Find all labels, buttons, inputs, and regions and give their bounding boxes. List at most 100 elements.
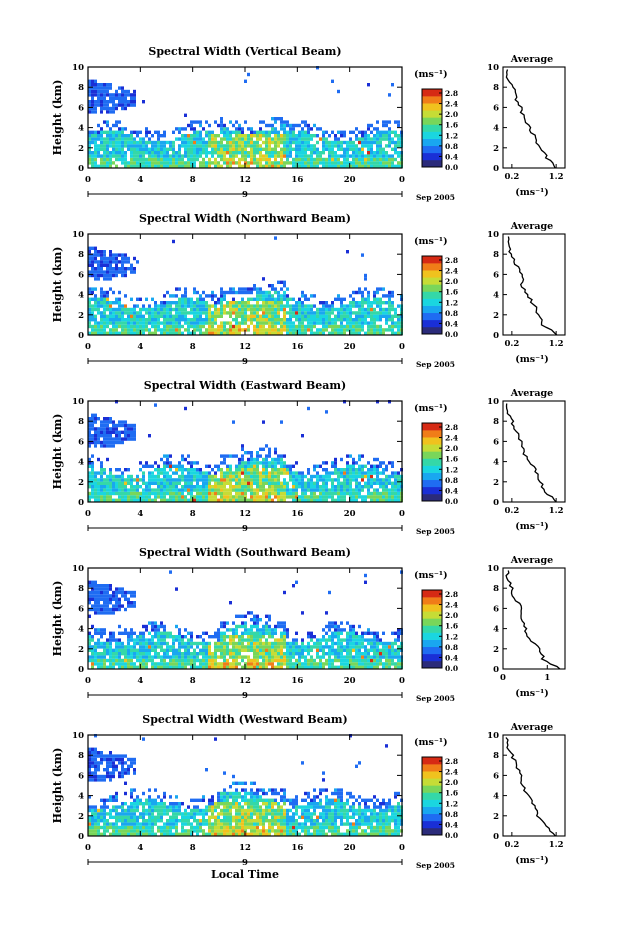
heatmap-cell: [274, 157, 277, 162]
heatmap-cell: [334, 624, 337, 629]
heatmap-cell: [226, 621, 229, 625]
heatmap-cell: [88, 144, 91, 148]
heatmap-cell: [208, 474, 211, 479]
heatmap-cell: [109, 652, 112, 656]
heatmap-cell: [214, 641, 217, 646]
heatmap-cell: [199, 474, 202, 479]
heatmap-cell: [220, 648, 223, 652]
heatmap-cell: [277, 164, 280, 168]
heatmap-cell: [196, 307, 199, 312]
heatmap-cell: [262, 318, 265, 322]
heatmap-cell: [271, 645, 274, 649]
heatmap-cell: [124, 154, 127, 158]
heatmap-cell: [265, 478, 268, 482]
heatmap-cell: [127, 89, 130, 94]
heatmap-cell: [115, 488, 118, 492]
heatmap-cell: [232, 420, 235, 424]
heatmap-cell: [184, 164, 187, 168]
heatmap-cell: [388, 652, 391, 656]
heatmap-cell: [352, 151, 355, 155]
heatmap-cell: [241, 655, 244, 659]
heatmap-cell: [118, 253, 121, 257]
heatmap-cell: [124, 655, 127, 659]
heatmap-cell: [121, 96, 124, 100]
heatmap-cell: [286, 488, 289, 492]
heatmap-cell: [133, 423, 136, 428]
heatmap-cell: [136, 648, 139, 652]
heatmap-cell: [91, 665, 94, 669]
heatmap-cell: [97, 457, 100, 462]
heatmap-cell: [250, 665, 253, 669]
heatmap-cell: [256, 454, 259, 458]
heatmap-cell: [280, 645, 283, 649]
heatmap-cell: [97, 83, 100, 87]
heatmap-cell: [295, 491, 298, 496]
heatmap-cell: [148, 164, 151, 168]
heatmap-cell: [109, 655, 112, 659]
heatmap-cell: [154, 147, 157, 151]
heatmap-cell: [115, 147, 118, 151]
heatmap-cell: [100, 478, 103, 482]
heatmap-cell: [385, 137, 388, 141]
colorbar-tick-label: 0.0: [445, 330, 458, 339]
heatmap-cell: [379, 301, 382, 305]
heatmap-cell: [259, 151, 262, 155]
heatmap-cell: [229, 478, 232, 482]
heatmap-cell: [283, 324, 286, 329]
heatmap-cell: [160, 164, 163, 168]
heatmap-cell: [139, 314, 142, 318]
heatmap-cell: [133, 648, 136, 652]
heatmap-cell: [154, 140, 157, 145]
heatmap-cell: [367, 641, 370, 646]
heatmap-cell: [322, 331, 325, 335]
colorbar-tick-label: 0.8: [445, 309, 458, 318]
heatmap-cell: [88, 253, 91, 257]
heatmap-cell: [376, 478, 379, 482]
heatmap-cell: [109, 495, 112, 499]
heatmap-cell: [391, 495, 394, 499]
heatmap-cell: [367, 662, 370, 666]
avg-y-tick-label: 6: [493, 103, 499, 113]
heatmap-cell: [184, 314, 187, 318]
heatmap-cell: [349, 478, 352, 482]
heatmap-cell: [322, 468, 325, 472]
colorbar-segment: [422, 291, 442, 299]
heatmap-cell: [163, 318, 166, 322]
avg-y-tick-label: 10: [487, 63, 499, 73]
heatmap-cell: [190, 485, 193, 489]
heatmap-cell: [298, 301, 301, 305]
heatmap-cell: [196, 157, 199, 162]
heatmap-cell: [220, 117, 223, 121]
heatmap-cell: [241, 621, 244, 625]
heatmap-cell: [391, 140, 394, 145]
heatmap-cell: [181, 294, 184, 298]
heatmap-cell: [265, 665, 268, 669]
heatmap-cell: [166, 461, 169, 465]
heatmap-cell: [178, 498, 181, 502]
heatmap-cell: [307, 498, 310, 502]
heatmap-cell: [379, 151, 382, 155]
colorbar-segment: [422, 277, 442, 285]
heatmap-cell: [88, 491, 91, 496]
heatmap-cell: [286, 287, 289, 291]
heatmap-cell: [103, 311, 106, 315]
heatmap-cell: [130, 478, 133, 482]
heatmap-cell: [100, 164, 103, 168]
heatmap-cell: [343, 304, 346, 308]
heatmap-cell: [289, 130, 292, 134]
heatmap-cell: [223, 478, 226, 482]
heatmap-cell: [391, 481, 394, 485]
heatmap-cell: [100, 587, 103, 591]
heatmap-cell: [376, 318, 379, 322]
heatmap-cell: [127, 93, 130, 97]
heatmap-cell: [232, 304, 235, 308]
heatmap-cell: [301, 321, 304, 325]
heatmap-cell: [364, 287, 367, 291]
heatmap-cell: [253, 621, 256, 625]
heatmap-cell: [175, 468, 178, 472]
heatmap-cell: [271, 318, 274, 322]
heatmap-cell: [262, 468, 265, 472]
heatmap-cell: [295, 481, 298, 485]
heatmap-cell: [121, 604, 124, 608]
heatmap-cell: [172, 464, 175, 468]
